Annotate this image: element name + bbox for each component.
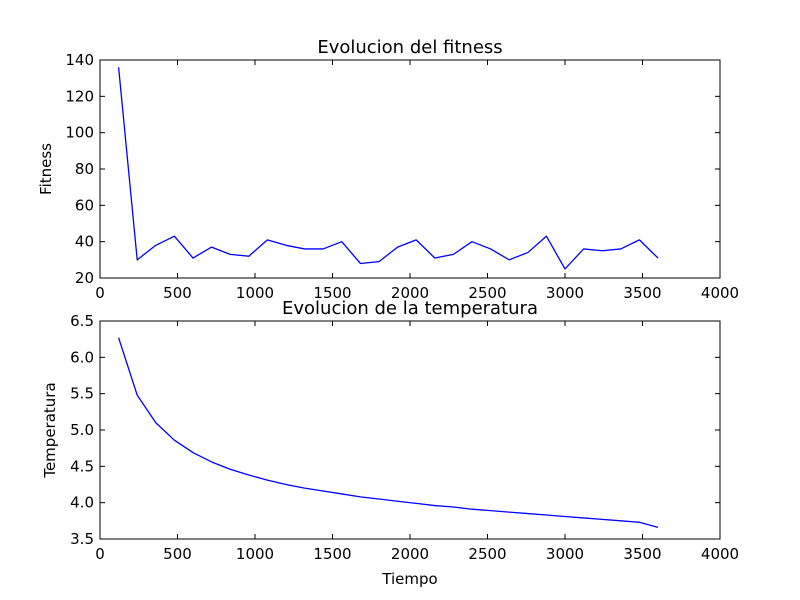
temperature-tick-layer: 0 500 1000 1500 2000 2500 3000 3500 4000 3.5 4.0 4.…: [70, 312, 739, 563]
temperature-x-tick-label: 2000: [391, 545, 429, 563]
temperature-x-tick-label: 1500: [313, 545, 351, 563]
temperature-y-tick-label: 6.0: [70, 348, 94, 366]
fitness-x-tick-label: 2500: [468, 284, 506, 302]
fitness-y-tick-label: 60: [75, 196, 94, 214]
fitness-y-tick-label: 20: [75, 269, 94, 287]
fitness-y-axis-label: Fitness: [37, 143, 55, 195]
temperature-y-tick-label: 4.0: [70, 494, 94, 512]
temperature-x-axis-label: Tiempo: [381, 570, 437, 588]
fitness-plot-frame: [99, 59, 721, 279]
fitness-x-tick-label: 1000: [236, 284, 274, 302]
temperature-y-axis-label: Temperatura: [41, 382, 59, 478]
temperature-x-tick-label: 2500: [468, 545, 506, 563]
temperature-y-tick-label: 5.0: [70, 421, 94, 439]
fitness-tick-layer: 0 500 1000 1500 2000 2500 3000 3500 4000 20 40 60 80…: [65, 51, 739, 302]
temperature-y-tick-label: 5.5: [70, 385, 94, 403]
fitness-series-layer: [117, 67, 659, 270]
fitness-x-tick-label: 3000: [546, 284, 584, 302]
fitness-y-tick-label: 80: [75, 160, 94, 178]
temperature-x-tick-label: 0: [95, 545, 105, 563]
fitness-chart: Evolucion del fitness Fitness 0 500 1000 15…: [37, 37, 739, 302]
fitness-chart-title: Evolucion del fitness: [317, 37, 502, 58]
temperature-chart-title: Evolucion de la temperatura: [282, 298, 538, 319]
temperature-x-tick-label: 3500: [623, 545, 661, 563]
temperature-series-line: [117, 337, 659, 528]
temperature-x-tick-label: 1000: [236, 545, 274, 563]
fitness-y-tick-label: 100: [65, 124, 94, 142]
temperature-x-tick-label: 3000: [546, 545, 584, 563]
fitness-x-tick-label: 4000: [701, 284, 739, 302]
fitness-y-tick-label: 140: [65, 51, 94, 69]
temperature-y-tick-label: 3.5: [70, 530, 94, 548]
temperature-y-tick-label: 4.5: [70, 457, 94, 475]
fitness-x-tick-label: 2000: [391, 284, 429, 302]
temperature-plot-frame: [99, 320, 721, 540]
temperature-series-layer: [117, 337, 659, 528]
fitness-series-line: [117, 67, 659, 270]
temperature-x-tick-label: 500: [163, 545, 192, 563]
fitness-x-tick-label: 1500: [313, 284, 351, 302]
fitness-y-tick-label: 120: [65, 87, 94, 105]
temperature-chart: Evolucion de la temperatura Tiempo Tempe…: [41, 298, 739, 588]
temperature-y-tick-label: 6.5: [70, 312, 94, 330]
fitness-x-tick-label: 0: [95, 284, 105, 302]
fitness-y-tick-label: 40: [75, 233, 94, 251]
temperature-x-tick-label: 4000: [701, 545, 739, 563]
fitness-x-tick-label: 500: [163, 284, 192, 302]
fitness-x-tick-label: 3500: [623, 284, 661, 302]
